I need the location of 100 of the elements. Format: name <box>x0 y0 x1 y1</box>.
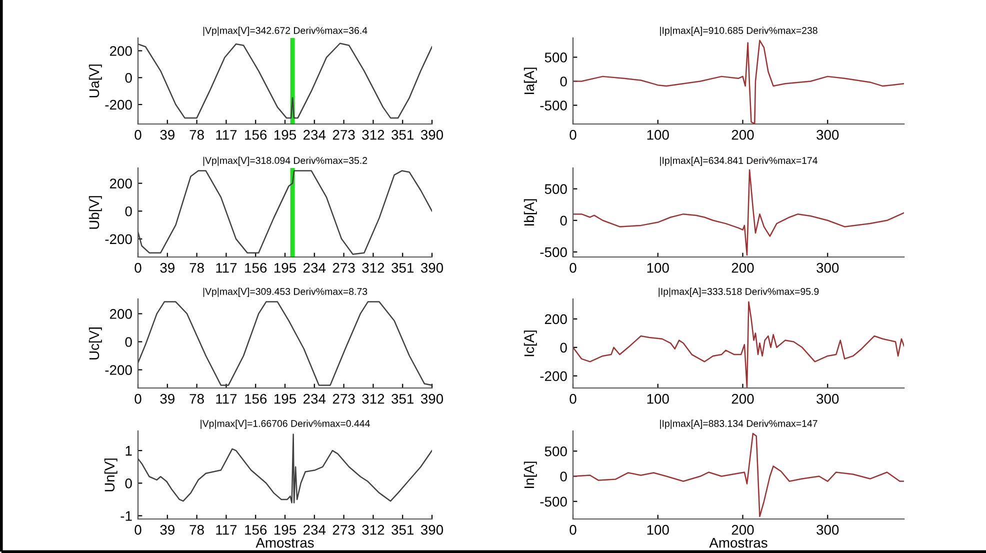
line-series <box>138 170 432 255</box>
x-tick-label: 78 <box>190 394 204 404</box>
x-tick-label: 273 <box>332 262 355 273</box>
x-tick-label: 200 <box>732 524 754 535</box>
chart-title: |Ip|max[A]=910.685 Deriv%max=238 <box>660 26 818 36</box>
x-tick-label: 0 <box>570 130 576 140</box>
x-tick-label: 234 <box>304 262 326 273</box>
x-tick-label: 390 <box>420 524 444 535</box>
y-axis-title: Ib[A] <box>524 199 537 226</box>
y-tick-label: 500 <box>544 52 567 62</box>
x-tick-label: 300 <box>816 524 839 535</box>
x-tick-label: 200 <box>732 262 754 273</box>
y-axis-title: Ub[V] <box>88 196 102 229</box>
x-tick-label: 117 <box>216 394 237 404</box>
y-tick-label: -200 <box>105 365 132 375</box>
x-tick-label: 156 <box>245 524 267 535</box>
y-tick-label: 0 <box>560 342 567 353</box>
x-tick-label: 351 <box>392 394 414 404</box>
x-tick-label: 156 <box>245 394 267 404</box>
x-tick-label: 78 <box>190 262 204 273</box>
chart-title: |Ip|max[A]=883.134 Deriv%max=147 <box>660 420 818 429</box>
line-series <box>573 432 904 518</box>
x-tick-label: 156 <box>245 262 267 273</box>
y-tick-label: 200 <box>110 46 132 56</box>
x-axis-title: Amostras <box>256 538 314 548</box>
y-tick-label: -200 <box>540 371 567 382</box>
chart-title: |Ip|max[A]=634.841 Deriv%max=174 <box>660 156 818 166</box>
x-tick-label: 234 <box>304 394 326 404</box>
x-tick-label: 78 <box>190 524 204 535</box>
x-tick-label: 300 <box>816 394 839 404</box>
chart-title: |Vp|max[V]=309.453 Deriv%max=8.73 <box>203 288 368 297</box>
x-tick-label: 195 <box>274 130 296 140</box>
x-tick-label: 0 <box>134 524 142 535</box>
x-tick-label: 195 <box>274 394 296 404</box>
x-tick-label: 117 <box>216 525 237 535</box>
x-tick-label: 390 <box>420 130 444 140</box>
x-tick-label: 0 <box>570 262 576 273</box>
x-tick-label: 273 <box>332 130 355 140</box>
line-series <box>573 301 904 388</box>
x-tick-label: 200 <box>732 394 754 404</box>
x-tick-label: 0 <box>134 394 142 404</box>
y-tick-label: 0 <box>560 76 567 86</box>
y-tick-label: 200 <box>110 309 132 319</box>
x-tick-label: 351 <box>392 524 414 535</box>
y-tick-label: 0 <box>125 72 132 83</box>
y-tick-label: -1 <box>120 511 132 521</box>
y-tick-label: 0 <box>125 206 132 216</box>
x-tick-label: 78 <box>190 130 204 140</box>
y-tick-label: -200 <box>105 234 132 244</box>
x-tick-label: 156 <box>245 130 267 140</box>
x-tick-label: 390 <box>420 262 444 273</box>
x-tick-label: 273 <box>332 394 355 404</box>
x-tick-label: 0 <box>134 262 142 273</box>
y-axis-title: Uc[V] <box>88 328 102 360</box>
x-tick-label: 390 <box>420 394 444 404</box>
y-tick-label: -200 <box>105 100 132 110</box>
chart-title: |Vp|max[V]=318.094 Deriv%max=35.2 <box>203 156 368 166</box>
y-tick-label: -500 <box>540 100 567 110</box>
y-tick-label: 0 <box>560 472 567 482</box>
x-tick-label: 195 <box>274 262 296 273</box>
x-tick-label: 234 <box>304 524 326 535</box>
x-tick-label: 100 <box>647 130 669 140</box>
x-tick-label: 234 <box>304 130 326 140</box>
line-series <box>138 434 432 504</box>
x-tick-label: 100 <box>647 262 669 273</box>
x-tick-label: 312 <box>362 130 384 140</box>
x-tick-label: 117 <box>216 263 237 273</box>
x-tick-label: 312 <box>362 262 384 273</box>
y-axis-title: Un[V] <box>104 458 118 492</box>
line-series <box>138 42 432 119</box>
y-tick-label: 200 <box>110 178 132 188</box>
line-series <box>573 40 904 124</box>
x-tick-label: 300 <box>816 262 839 273</box>
chart-title: |Vp|max[V]=342.672 Deriv%max=36.4 <box>203 26 368 36</box>
x-tick-label: 351 <box>392 130 414 140</box>
y-axis-title: Ia[A] <box>524 68 537 94</box>
x-axis-title: Amostras <box>709 538 768 548</box>
y-tick-label: 0 <box>125 337 132 347</box>
x-tick-label: 100 <box>647 394 669 404</box>
x-tick-label: 0 <box>570 394 576 404</box>
y-tick-label: -500 <box>540 496 567 507</box>
y-tick-label: -500 <box>540 247 567 258</box>
y-axis-title: In[A] <box>524 462 537 488</box>
x-tick-label: 117 <box>216 130 237 140</box>
x-tick-label: 200 <box>732 130 754 140</box>
y-tick-label: 500 <box>544 446 567 456</box>
x-tick-label: 39 <box>160 130 174 140</box>
x-tick-label: 0 <box>570 524 576 535</box>
x-tick-label: 351 <box>392 262 414 273</box>
x-tick-label: 39 <box>160 394 174 404</box>
chart-title: |Vp|max[V]=1.66706 Deriv%max=0.444 <box>200 420 370 429</box>
y-axis-title: Ic[A] <box>524 330 537 356</box>
x-tick-label: 300 <box>816 130 839 140</box>
x-tick-label: 273 <box>332 524 355 535</box>
line-series <box>138 301 432 386</box>
x-tick-label: 39 <box>160 262 174 273</box>
line-series <box>573 169 904 256</box>
y-axis-title: Ua[V] <box>88 64 102 98</box>
x-tick-label: 100 <box>647 524 669 535</box>
y-tick-label: 500 <box>544 184 567 194</box>
